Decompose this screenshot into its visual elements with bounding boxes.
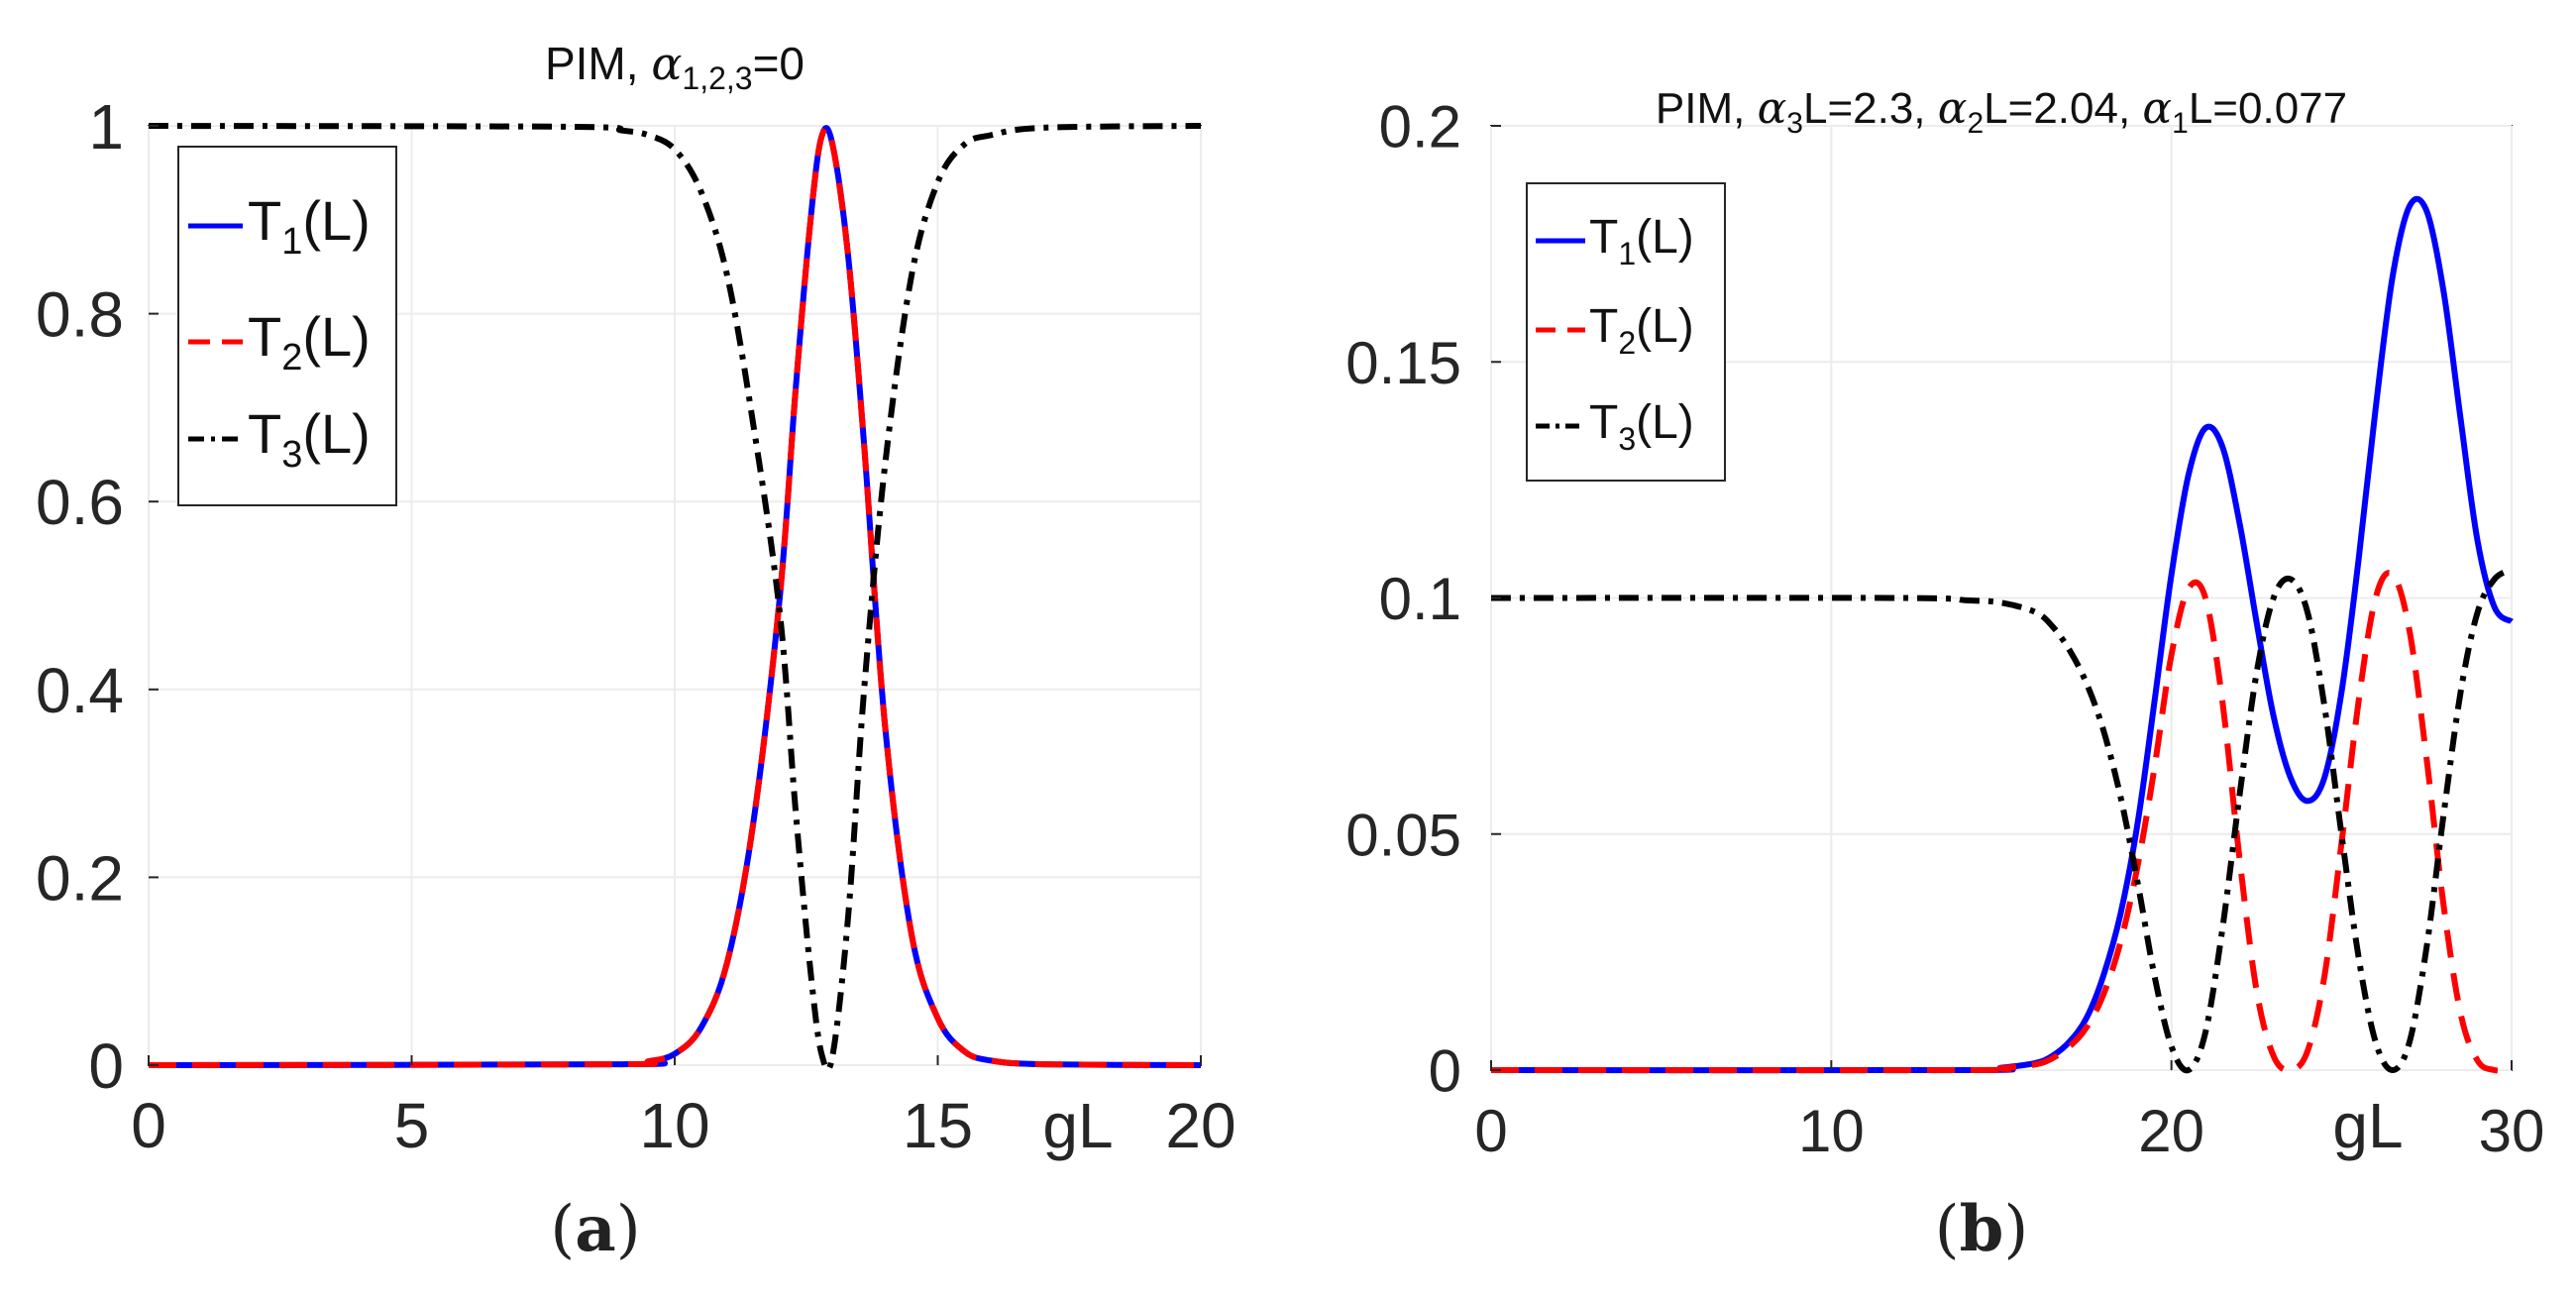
panel-a-ytick-label: 0.6 [36, 467, 124, 538]
panel-a-ytick-label: 0.4 [36, 655, 124, 726]
panel-a-legend: T1(L) T2(L) T3(L) [177, 146, 397, 506]
panel-b-ytick-label: 0.2 [1379, 94, 1461, 161]
panel-a-ytick-label: 0 [88, 1030, 124, 1102]
panel-a-xlabel: gL [1042, 1090, 1113, 1161]
panel-a-series [148, 123, 1202, 1073]
panel-b-xlabel: gL [2332, 1090, 2403, 1161]
panel-a-ytick-label: 0.2 [36, 842, 124, 914]
panel-a-legend-box [177, 146, 397, 506]
panel-a-title-prefix: PIM, [545, 38, 651, 89]
panel-b-ytick-label: 0.1 [1379, 566, 1461, 632]
panel-b-ytick-label: 0.05 [1345, 802, 1461, 868]
panel-b-series-t2 [1490, 570, 2513, 1074]
panel-a-xtick-label: 15 [903, 1090, 973, 1161]
panel-b-xtick-label: 10 [1798, 1098, 1865, 1164]
panel-b-title: PIM, α3L=2.3, α2L=2.04, α1L=0.077 [1656, 83, 2347, 140]
panel-b-chart: 0 10 20 30 0 0.05 0.1 0.15 0.2 PIM, α3L=2.3, α2L… [1345, 83, 2544, 1164]
panel-b-xtick-label: 20 [2138, 1098, 2204, 1164]
panel-b-ticks: 0 10 20 30 0 0.05 0.1 0.15 0.2 [1345, 94, 2544, 1164]
panel-b-series-t1 [1490, 195, 2514, 1074]
panel-a-legend-label-t1: T1(L) [248, 189, 371, 263]
panel-b-ytick-label: 0 [1429, 1038, 1461, 1105]
panel-a-title-sub: 1,2,3 [682, 60, 752, 96]
panel-b-legend-label-t3: T3(L) [1589, 396, 1694, 457]
panel-a-xtick-label: 0 [131, 1090, 166, 1161]
panel-a-ticks: 0 5 10 15 20 0 0.2 0.4 0.6 0.8 1 [36, 91, 1236, 1161]
panel-b-legend-box [1526, 182, 1726, 482]
panel-b-xtick-label: 30 [2479, 1098, 2545, 1164]
panel-b-ytick-label: 0.15 [1345, 330, 1461, 396]
panel-b-series [1490, 195, 2514, 1074]
panel-b-legend-label-t1: T1(L) [1589, 211, 1694, 271]
panel-a-xtick-label: 10 [639, 1090, 709, 1161]
panel-a-legend-label-t3: T3(L) [248, 402, 371, 476]
panel-a-ytick-label: 1 [88, 91, 124, 162]
panel-b-legend: T1(L) T2(L) T3(L) [1526, 182, 1726, 482]
panel-a-title-rest: =0 [753, 38, 805, 89]
panel-b-legend-label-t2: T2(L) [1589, 300, 1694, 361]
panel-b-xtick-label: 0 [1474, 1098, 1507, 1164]
panel-a-series-t2 [148, 125, 1202, 1068]
panel-a-series-t3 [148, 123, 1202, 1073]
panel-b-label: (b) [1934, 1192, 2029, 1266]
panel-a-title-alpha: α [651, 37, 682, 90]
panel-a-legend-label-t2: T2(L) [248, 305, 371, 379]
panel-b-series-t3 [1490, 567, 2514, 1074]
panel-a-xtick-label: 5 [394, 1090, 430, 1161]
panel-a-label: (a) [550, 1192, 641, 1266]
panel-a-xtick-label: 20 [1165, 1090, 1235, 1161]
panel-a-title: PIM, α1,2,3=0 [545, 37, 805, 96]
panel-a-ytick-label: 0.8 [36, 279, 124, 351]
